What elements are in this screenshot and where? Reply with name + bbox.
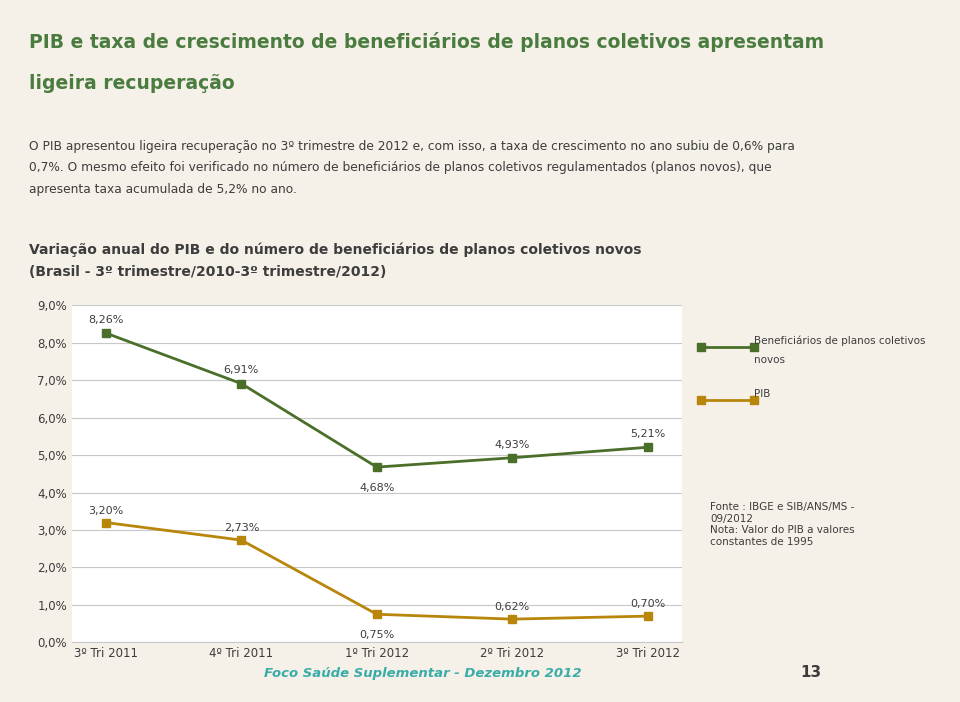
Text: 13: 13 [801,665,822,680]
Text: Beneficiários de planos coletivos: Beneficiários de planos coletivos [754,336,925,346]
Text: 4,93%: 4,93% [494,439,530,449]
Text: Foco Saúde Suplementar - Dezembro 2012: Foco Saúde Suplementar - Dezembro 2012 [264,666,581,680]
Text: 0,62%: 0,62% [494,602,530,612]
Text: novos: novos [754,355,784,365]
Text: 0,7%. O mesmo efeito foi verificado no número de beneficiários de planos coletiv: 0,7%. O mesmo efeito foi verificado no n… [29,161,772,175]
Text: O PIB apresentou ligeira recuperação no 3º trimestre de 2012 e, com isso, a taxa: O PIB apresentou ligeira recuperação no … [29,140,795,154]
Text: Fonte : IBGE e SIB/ANS/MS -
09/2012
Nota: Valor do PIB a valores
constantes de 1: Fonte : IBGE e SIB/ANS/MS - 09/2012 Nota… [710,502,855,547]
Text: PIB: PIB [754,389,770,399]
Text: 4,68%: 4,68% [359,483,395,493]
Text: 3,20%: 3,20% [88,505,124,516]
Text: apresenta taxa acumulada de 5,2% no ano.: apresenta taxa acumulada de 5,2% no ano. [29,183,297,196]
Text: 2,73%: 2,73% [224,524,259,534]
Text: 6,91%: 6,91% [224,365,259,376]
Text: ligeira recuperação: ligeira recuperação [29,74,234,93]
Text: (Brasil - 3º trimestre/2010-3º trimestre/2012): (Brasil - 3º trimestre/2010-3º trimestre… [29,265,386,279]
Text: 0,75%: 0,75% [359,630,395,640]
Text: 5,21%: 5,21% [630,429,665,439]
Text: PIB e taxa de crescimento de beneficiários de planos coletivos apresentam: PIB e taxa de crescimento de beneficiári… [29,32,824,51]
Text: 8,26%: 8,26% [88,314,124,325]
Text: 0,70%: 0,70% [630,600,665,609]
Text: Variação anual do PIB e do número de beneficiários de planos coletivos novos: Variação anual do PIB e do número de ben… [29,242,641,257]
